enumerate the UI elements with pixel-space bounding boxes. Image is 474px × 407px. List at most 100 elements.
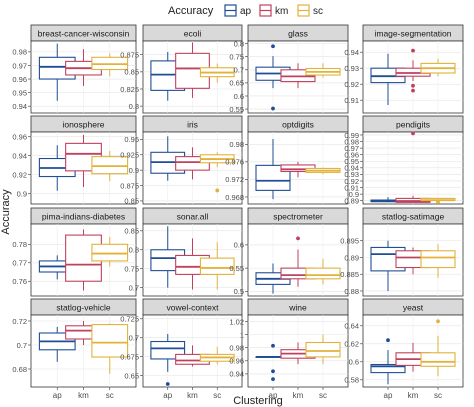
y-tick-label: 0.68 (12, 365, 27, 374)
legend-item-sc: sc (297, 4, 323, 17)
facet-panel: pendigits 0.890.90.910.920.930.940.950.96… (344, 115, 464, 206)
y-tick-label: 0.96 (12, 75, 27, 84)
facet-panels: breast-cancer-wisconsin0.940.950.960.970… (12, 24, 464, 400)
y-tick-label: 0.94 (344, 48, 359, 57)
y-tick-label: 0.62 (344, 340, 359, 349)
facet-panel: statlog-satimage 0.88 0.885 0.89 0.895 (340, 207, 464, 297)
facet-panel: vowel-context 0.65 0.675 0.7 0.725 ap km sc (120, 298, 243, 400)
box-sc (305, 167, 341, 175)
y-tick-label: 0.91 (344, 96, 359, 105)
box-sc (199, 242, 235, 290)
y-tick-label: 0.93 (344, 64, 359, 73)
y-tick-label: 0.95 (344, 157, 359, 166)
x-tick-label: sc (213, 391, 221, 400)
y-tick-label: 0.92 (344, 177, 359, 186)
y-tick-label: 0.55 (229, 105, 244, 114)
y-tick-label: 0.65 (229, 79, 244, 88)
y-tick-label: 0.97 (344, 144, 359, 153)
outlier-point (411, 131, 415, 136)
outlier-point (271, 343, 275, 348)
facet-title: sonar.all (177, 212, 209, 222)
y-tick-label: 0.72 (12, 317, 27, 326)
box-sc (199, 63, 235, 83)
facet-title: image-segmentation (374, 29, 451, 39)
y-tick-label: 0.77 (12, 259, 27, 268)
y-tick-label: 0.96 (12, 133, 27, 142)
outlier-point (296, 236, 300, 241)
legend-item-km: km (259, 4, 288, 17)
box-iqr (199, 257, 235, 275)
box-iqr (305, 341, 341, 358)
facet-title: pima-indians-diabetes (42, 212, 125, 222)
outlier-point (411, 83, 415, 88)
box-iqr (305, 267, 341, 280)
outlier-point (271, 106, 275, 111)
x-tick-label: sc (106, 391, 114, 400)
facet-panel: pima-indians-diabetes 0.76 0.77 0.78 (12, 207, 137, 297)
y-tick-label: 0.92 (12, 170, 27, 179)
y-tick-label: 0.96 (229, 357, 244, 366)
box-sc (199, 346, 235, 365)
outlier-point (436, 319, 440, 324)
outlier-point (411, 88, 415, 93)
y-tick-label: 0.98 (229, 140, 244, 149)
y-tick-label: 0.93 (344, 170, 359, 179)
y-tick-label: 0.925 (120, 151, 139, 160)
y-tick-label: 1.02 (229, 317, 244, 326)
y-tick-label: 0.96 (344, 150, 359, 159)
y-tick-label: 0.55 (229, 264, 244, 273)
legend-label-sc: sc (313, 6, 323, 17)
outlier-point (436, 200, 440, 205)
outlier-point (271, 377, 275, 382)
legend-item-ap: ap (224, 4, 252, 17)
facet-panel: spectrometer 0.5 0.55 0.6 (229, 207, 349, 297)
x-tick-label: km (408, 391, 419, 400)
facet-panel: glass 0.55 0.6 0.65 0.7 0.75 0.8 (229, 24, 349, 114)
x-tick-label: ap (269, 391, 278, 400)
y-tick-label: 0.92 (344, 80, 359, 89)
y-tick-label: 0.972 (225, 175, 244, 184)
box-sc (91, 236, 129, 267)
y-tick-label: 1 (240, 330, 244, 339)
box-iqr (91, 324, 129, 358)
y-tick-label: 0.6 (234, 92, 244, 101)
y-tick-label: 0.9 (129, 166, 139, 175)
y-tick-label: 0.7 (129, 283, 139, 292)
facet-title: statlog-satimage (382, 212, 445, 222)
y-tick-label: 0.94 (12, 151, 27, 160)
y-tick-label: 0.75 (229, 53, 244, 62)
y-tick-label: 0.94 (12, 102, 27, 111)
x-tick-label: ap (384, 391, 393, 400)
outlier-point (411, 48, 415, 53)
y-tick-label: 0.95 (124, 135, 139, 144)
facet-title: glass (288, 29, 308, 39)
y-tick-label: 0.88 (344, 287, 359, 296)
box-km (280, 63, 316, 89)
outlier-point (271, 369, 275, 374)
box-sc (305, 334, 341, 365)
legend: Accuracy ap km sc (168, 4, 323, 17)
box-ap (370, 338, 406, 385)
y-tick-label: 0.89 (344, 253, 359, 262)
outlier-point (165, 382, 170, 386)
y-tick-label: 0.78 (12, 240, 27, 249)
y-tick-label: 0.6 (234, 241, 244, 250)
facet-title: wine (288, 303, 307, 313)
y-tick-label: 0.85 (124, 227, 139, 236)
y-tick-label: 0.99 (344, 131, 359, 140)
box-iqr (91, 156, 129, 175)
y-tick-label: 0.5 (234, 287, 244, 296)
x-tick-label: ap (163, 391, 172, 400)
box-iqr (420, 352, 456, 367)
y-tick-label: 0.976 (225, 158, 244, 167)
y-tick-label: 0.968 (225, 193, 244, 202)
outlier-point (215, 188, 220, 193)
y-tick-label: 0.65 (124, 371, 139, 380)
y-tick-label: 0.8 (129, 246, 139, 255)
y-tick-label: 0.98 (344, 137, 359, 146)
y-tick-label: 0.885 (340, 270, 359, 279)
box-sc (305, 258, 341, 285)
y-tick-label: 0.91 (344, 183, 359, 192)
